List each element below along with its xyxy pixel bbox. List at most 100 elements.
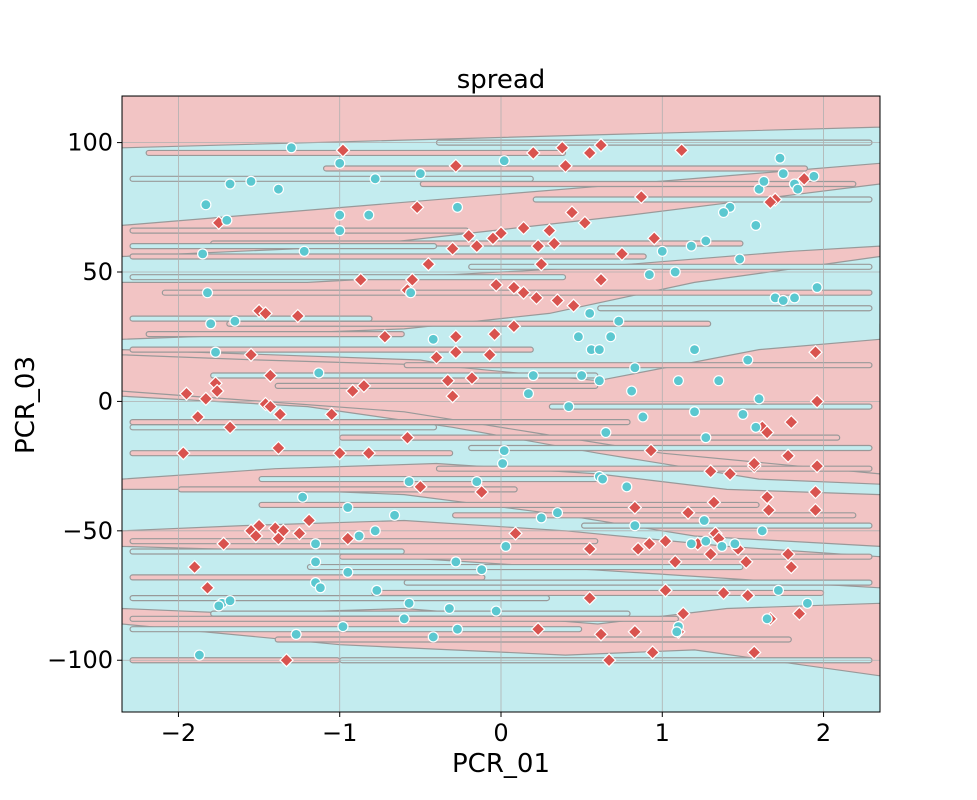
data-point-circle: [600, 426, 612, 439]
data-point-circle: [700, 235, 712, 247]
region-stripe-cyan: [129, 626, 583, 633]
data-point-circle: [298, 245, 310, 257]
data-point-circle: [209, 346, 222, 358]
data-point-circle: [309, 538, 322, 550]
region-stripe-cyan: [468, 263, 873, 270]
region-stripe-cyan: [468, 444, 873, 452]
x-tick-label: −1: [322, 719, 357, 747]
data-point-diamond: [564, 205, 580, 220]
data-point-diamond: [593, 137, 609, 153]
data-point-diamond: [546, 236, 562, 251]
data-point-diamond: [332, 445, 348, 461]
data-point-circle: [427, 333, 439, 345]
region-stripe-pink: [145, 149, 567, 157]
region-stripe-cyan: [258, 475, 599, 483]
data-point-diamond: [482, 347, 498, 363]
region-stripe-cyan: [548, 403, 873, 410]
data-point-circle: [629, 362, 641, 374]
data-point-diamond: [706, 495, 722, 510]
data-point-circle: [563, 400, 575, 413]
data-point-circle: [669, 266, 681, 278]
data-point-diamond: [190, 409, 206, 425]
data-point-circle: [363, 209, 375, 221]
region-stripe-pink: [371, 589, 825, 597]
data-point-diamond: [577, 215, 593, 231]
chart-title: spread: [457, 65, 546, 95]
data-point-circle: [621, 481, 633, 493]
data-point-diamond: [658, 583, 673, 598]
data-point-diamond: [633, 189, 649, 205]
data-point-diamond: [506, 319, 522, 334]
region-stripe-pink: [274, 636, 792, 643]
data-point-circle: [774, 152, 786, 164]
data-point-circle: [643, 268, 655, 281]
data-point-circle: [314, 582, 326, 594]
data-point-diamond: [783, 559, 799, 575]
data-point-circle: [700, 432, 712, 444]
data-point-circle: [792, 183, 804, 195]
data-point-diamond: [404, 272, 420, 288]
data-point-diamond: [530, 621, 546, 637]
data-point-circle: [688, 344, 701, 356]
data-point-circle: [313, 367, 325, 379]
data-point-circle: [593, 375, 605, 387]
data-point-diamond: [516, 220, 531, 236]
data-point-circle: [342, 566, 354, 578]
data-point-circle: [500, 540, 512, 552]
y-axis-ticks: −100 −50 0 50 100: [47, 129, 122, 674]
data-point-circle: [290, 628, 302, 640]
data-point-diamond: [243, 347, 259, 363]
data-point-circle: [197, 248, 209, 260]
data-point-diamond: [488, 277, 504, 293]
data-point-circle: [201, 287, 214, 299]
data-point-circle: [522, 388, 535, 400]
data-point-circle: [427, 631, 439, 643]
data-point-circle: [490, 605, 502, 617]
x-tick-label: −2: [161, 719, 196, 747]
data-point-diamond: [759, 425, 775, 440]
y-tick-label: 100: [67, 129, 113, 157]
data-point-circle: [405, 287, 417, 299]
data-point-diamond: [627, 624, 643, 640]
data-point-diamond: [674, 143, 689, 158]
data-point-diamond: [808, 344, 823, 360]
data-point-diamond: [658, 533, 673, 549]
data-point-diamond: [716, 585, 731, 601]
region-stripe-pink: [177, 486, 518, 493]
data-point-circle: [476, 564, 488, 576]
region-stripe-cyan: [581, 522, 873, 529]
data-point-diamond: [413, 479, 428, 495]
data-point-diamond: [324, 407, 340, 422]
data-point-diamond: [808, 484, 823, 500]
region-stripe-pink: [274, 382, 599, 389]
data-point-diamond: [680, 505, 696, 521]
data-point-diamond: [780, 448, 796, 464]
data-point-diamond: [582, 145, 598, 161]
data-point-circle: [224, 178, 236, 190]
data-point-diamond: [198, 391, 214, 407]
data-point-circle: [626, 385, 638, 397]
data-point-circle: [671, 626, 683, 638]
data-point-circle: [593, 344, 605, 356]
y-tick-label: −50: [62, 517, 113, 545]
data-point-circle: [584, 307, 596, 320]
data-point-circle: [535, 512, 547, 524]
data-point-circle: [309, 556, 322, 568]
data-point-circle: [742, 354, 754, 366]
data-point-circle: [700, 535, 712, 547]
data-point-circle: [497, 457, 509, 470]
data-point-circle: [398, 613, 410, 625]
data-point-diamond: [292, 526, 307, 541]
data-points: [175, 137, 825, 668]
data-point-circle: [334, 157, 346, 169]
data-point-diamond: [746, 645, 762, 660]
data-point-circle: [572, 331, 585, 343]
data-point-diamond: [179, 386, 194, 401]
data-point-circle: [717, 206, 730, 219]
data-point-diamond: [248, 528, 264, 544]
region-stripe-cyan: [129, 274, 567, 281]
data-point-circle: [716, 540, 728, 552]
data-point-circle: [388, 509, 401, 521]
data-point-diamond: [377, 329, 393, 345]
